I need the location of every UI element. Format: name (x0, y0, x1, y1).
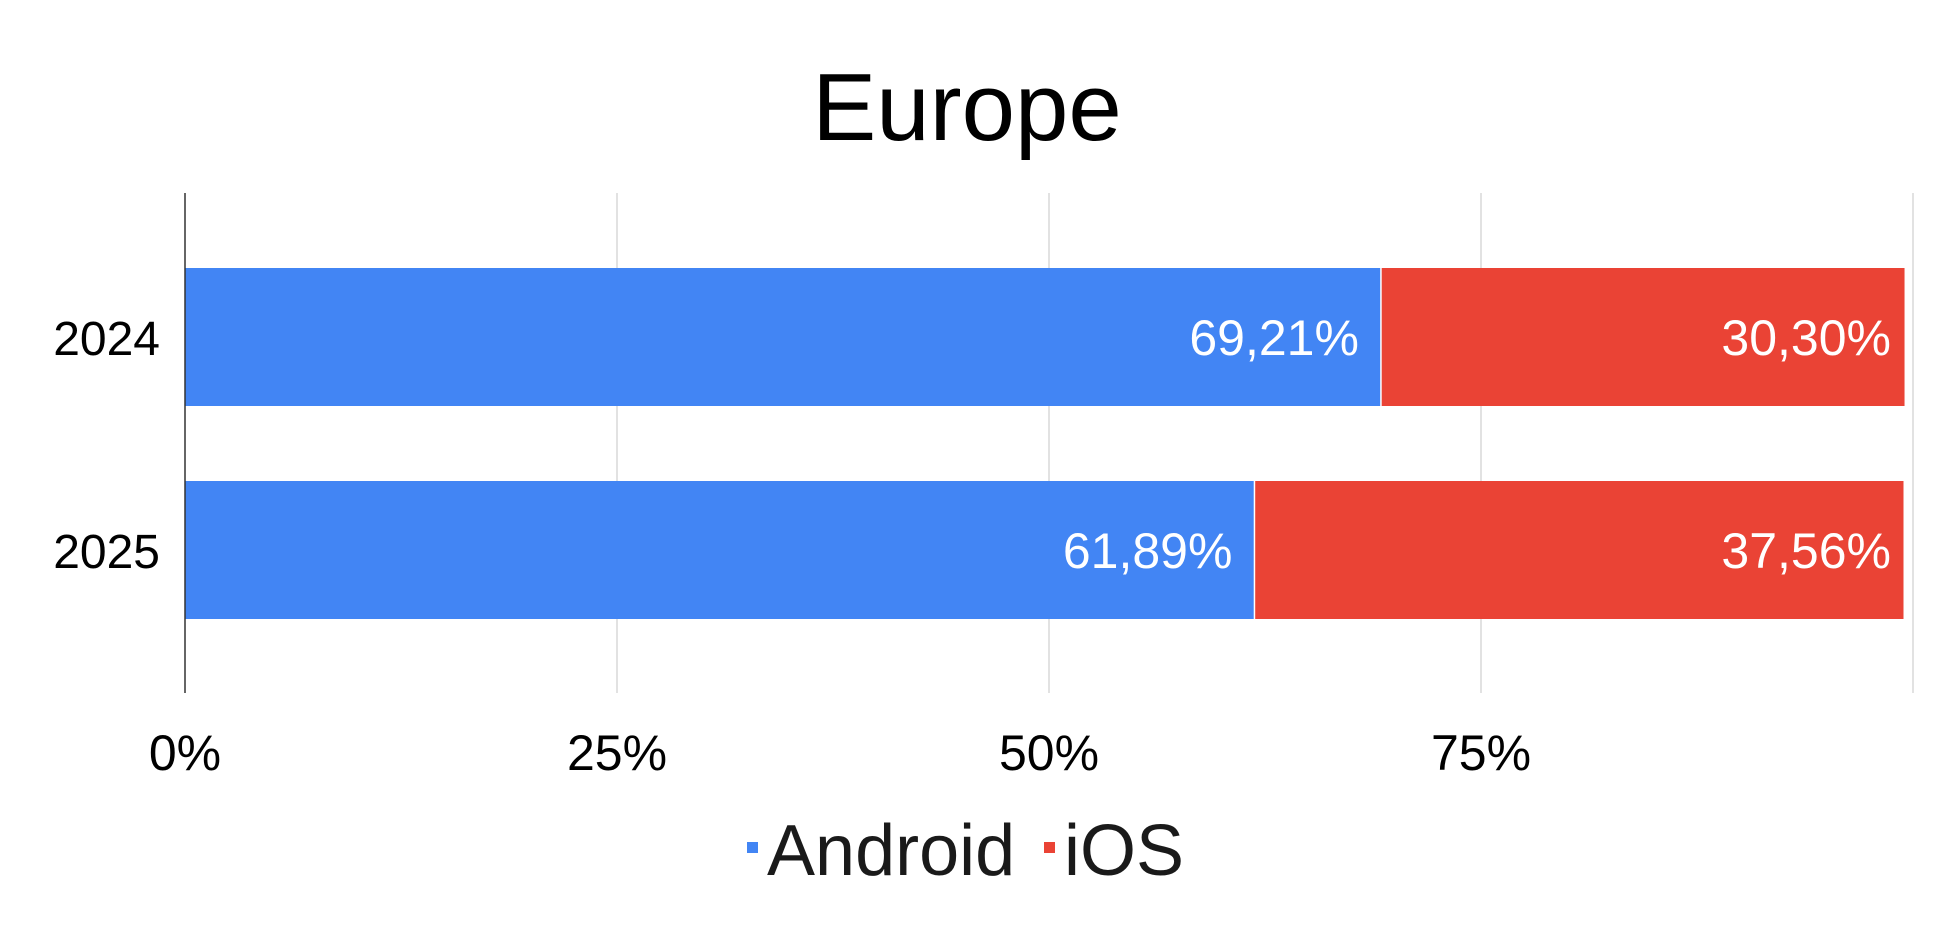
x-tick-label: 75% (1431, 725, 1531, 781)
legend-swatch-ios (1044, 842, 1055, 853)
legend: Android iOS (747, 811, 1184, 891)
data-labels: 69,21% 30,30% 61,89% 37,56% (1063, 310, 1891, 579)
x-tick-label: 0% (149, 725, 221, 781)
bar-android-2025 (185, 481, 1255, 619)
bars (185, 268, 1905, 619)
x-tick-label: 25% (567, 725, 667, 781)
bar-android-2024 (185, 268, 1381, 406)
x-axis: 0% 25% 50% 75% (149, 725, 1531, 781)
y-axis: 2024 2025 (53, 193, 186, 693)
bar-ios-2025 (1254, 481, 1904, 619)
legend-label-ios: iOS (1064, 811, 1184, 891)
x-tick-label: 50% (999, 725, 1099, 781)
data-label-android-2024: 69,21% (1189, 310, 1359, 366)
legend-swatch-android (747, 842, 758, 853)
y-tick-label-2024: 2024 (53, 313, 160, 366)
data-label-ios-2024: 30,30% (1721, 310, 1891, 366)
chart-title: Europe (812, 54, 1122, 161)
bar-ios-2024 (1380, 268, 1905, 406)
y-tick-label-2025: 2025 (53, 526, 160, 579)
data-label-ios-2025: 37,56% (1721, 523, 1891, 579)
data-label-android-2025: 61,89% (1063, 523, 1233, 579)
legend-label-android: Android (767, 811, 1015, 891)
